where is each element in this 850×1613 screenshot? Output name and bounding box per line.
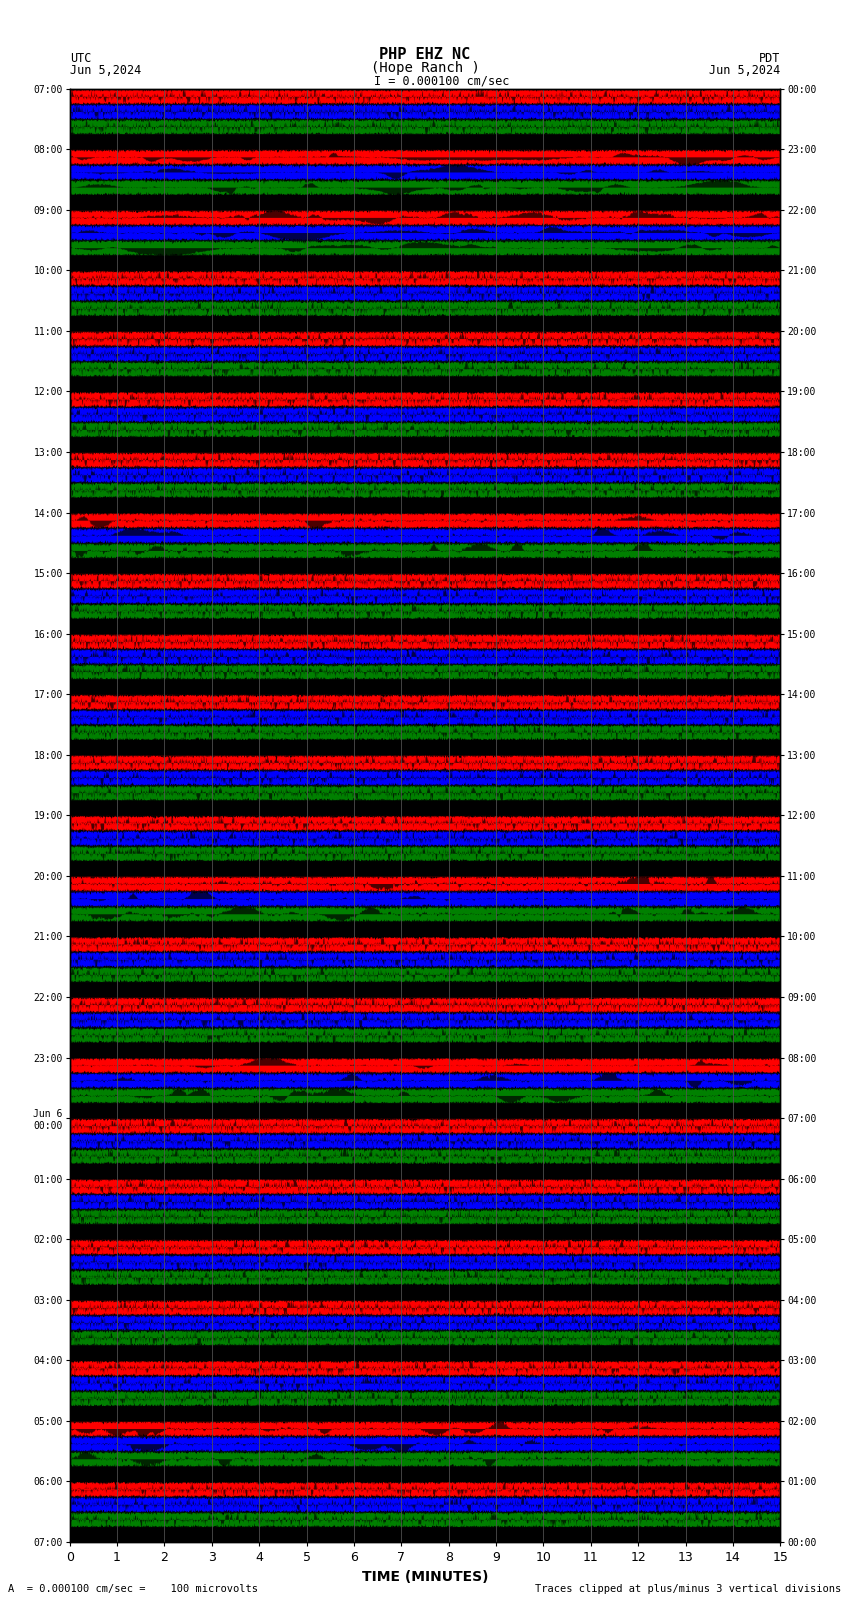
Text: I = 0.000100 cm/sec: I = 0.000100 cm/sec [374,74,509,87]
Text: PHP EHZ NC: PHP EHZ NC [379,47,471,63]
Text: Jun 5,2024: Jun 5,2024 [709,65,780,77]
Text: A  = 0.000100 cm/sec =    100 microvolts: A = 0.000100 cm/sec = 100 microvolts [8,1584,258,1594]
X-axis label: TIME (MINUTES): TIME (MINUTES) [362,1569,488,1584]
Text: Traces clipped at plus/minus 3 vertical divisions: Traces clipped at plus/minus 3 vertical … [536,1584,842,1594]
Text: Jun 5,2024: Jun 5,2024 [70,65,141,77]
Text: UTC: UTC [70,52,91,65]
Text: PDT: PDT [759,52,780,65]
Text: (Hope Ranch ): (Hope Ranch ) [371,61,479,76]
